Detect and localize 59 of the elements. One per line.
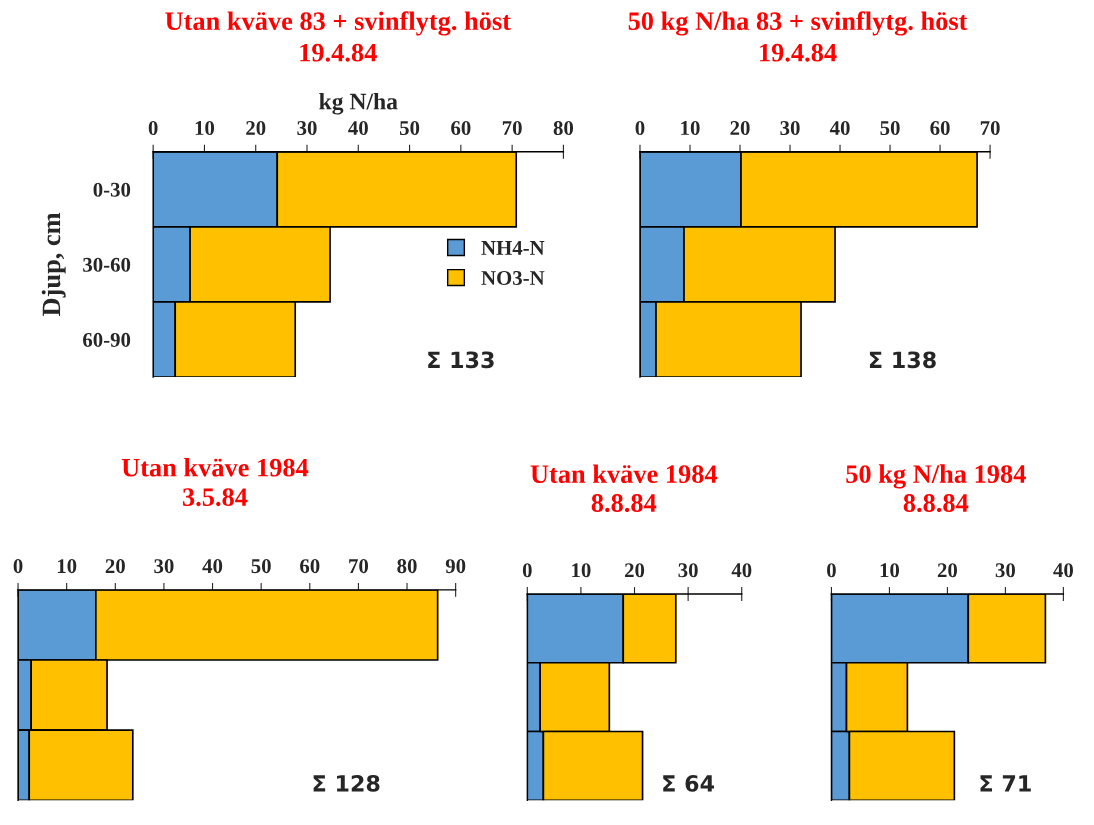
chart-subtitle: 8.8.84 <box>903 494 969 513</box>
y-tick-label: 60-90 <box>83 332 131 347</box>
x-tick-label: 30 <box>678 563 698 578</box>
chart-title: Utan kväve 1984 <box>530 464 718 484</box>
chart-title: Utan kväve 83 + svinflytg. höst <box>165 11 511 36</box>
x-tick-label: 0 <box>522 563 532 578</box>
x-tick-label: 30 <box>995 563 1016 578</box>
x-tick-label: 20 <box>937 563 958 578</box>
x-tick-label: 40 <box>731 563 752 578</box>
x-axis-title: kg N/ha <box>319 92 398 115</box>
x-tick-label: 70 <box>502 121 522 136</box>
x-tick-label: 50 <box>880 121 900 136</box>
x-tick-label: 80 <box>397 559 417 574</box>
x-tick-label: 70 <box>349 559 369 574</box>
chart-title: 50 kg N/ha 83 + svinflytg. höst <box>628 11 968 36</box>
x-tick-label: 40 <box>1053 563 1073 578</box>
x-tick-label: 10 <box>195 121 215 136</box>
x-tick-label: 60 <box>451 121 471 136</box>
x-tick-label: 10 <box>57 559 77 574</box>
annotation: Σ 128 <box>313 774 380 792</box>
x-tick-label: 0 <box>148 121 158 136</box>
x-tick-label: 0 <box>635 121 645 136</box>
x-tick-label: 70 <box>980 121 1000 136</box>
y-tick-label: 0-30 <box>93 182 131 197</box>
y-axis-title: Djup, cm <box>41 212 66 316</box>
legend-label: NO3-N <box>481 271 545 286</box>
x-tick-label: 20 <box>730 121 750 136</box>
x-tick-label: 80 <box>553 121 574 136</box>
x-tick-label: 10 <box>880 563 900 578</box>
chart-subtitle: 19.4.84 <box>300 43 377 62</box>
x-tick-label: 20 <box>105 559 125 574</box>
chart-subtitle: 19.4.84 <box>760 43 837 62</box>
x-tick-label: 50 <box>251 559 271 574</box>
annotation: Σ 71 <box>980 775 1031 792</box>
x-tick-label: 10 <box>681 121 700 136</box>
x-tick-label: 10 <box>572 563 591 578</box>
x-tick-label: 20 <box>624 563 645 578</box>
x-tick-label: 30 <box>297 121 317 136</box>
x-tick-label: 40 <box>829 121 850 136</box>
annotation: Σ 64 <box>663 775 715 792</box>
x-tick-label: 20 <box>246 121 266 136</box>
x-tick-label: 30 <box>154 559 174 574</box>
legend-label: NH4-N <box>481 241 545 255</box>
x-tick-label: 50 <box>399 121 420 136</box>
chart-subtitle: 3.5.84 <box>182 488 248 507</box>
x-tick-label: 0 <box>827 563 836 578</box>
x-tick-label: 60 <box>300 559 320 574</box>
annotation: Σ 133 <box>428 351 494 369</box>
x-tick-label: 0 <box>13 559 23 574</box>
x-tick-label: 30 <box>780 121 800 136</box>
chart-title: Utan kväve 1984 <box>121 458 309 477</box>
x-tick-label: 40 <box>348 121 368 136</box>
x-tick-label: 40 <box>202 559 223 574</box>
x-tick-label: 90 <box>445 559 466 574</box>
chart-subtitle: 8.8.84 <box>591 494 657 513</box>
chart-title: 50 kg N/ha 1984 <box>846 464 1026 489</box>
x-tick-label: 60 <box>930 121 950 136</box>
annotation: Σ 138 <box>869 351 936 369</box>
y-tick-label: 30-60 <box>83 257 131 272</box>
